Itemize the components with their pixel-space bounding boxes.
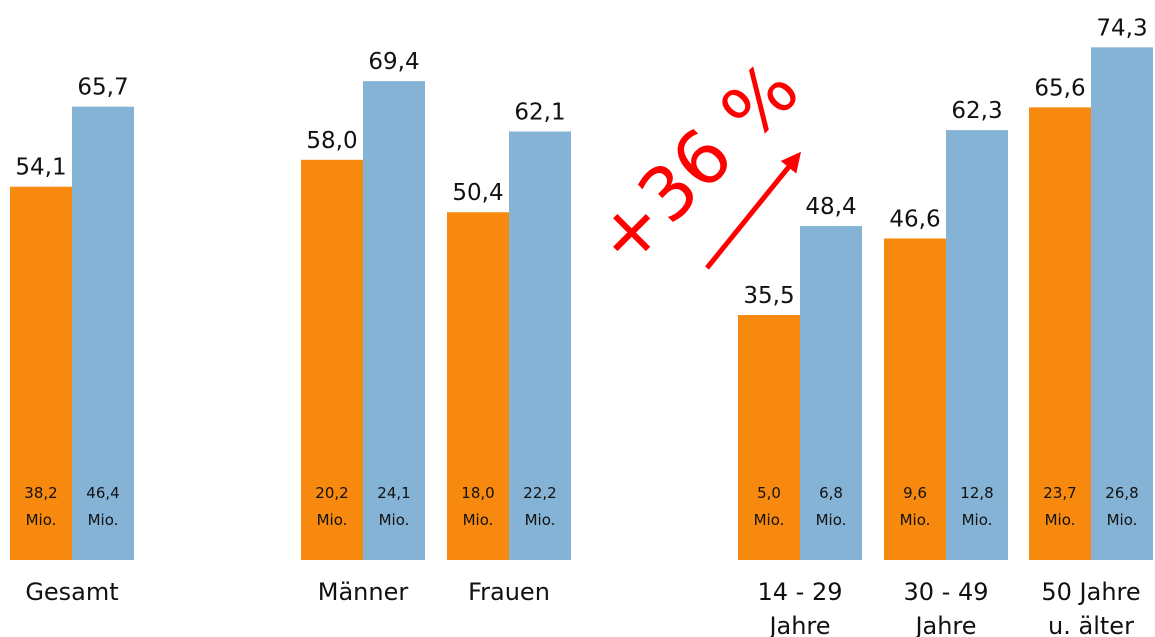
value-label: 48,4 bbox=[805, 194, 856, 220]
bar bbox=[509, 131, 571, 560]
count-label: 12,8 bbox=[960, 484, 993, 502]
count-label: Mio. bbox=[379, 511, 410, 529]
count-label: 6,8 bbox=[819, 484, 843, 502]
count-label: 18,0 bbox=[461, 484, 494, 502]
count-label: Mio. bbox=[26, 511, 57, 529]
value-label: 62,3 bbox=[951, 98, 1002, 124]
bar bbox=[72, 106, 134, 561]
count-label: 9,6 bbox=[903, 484, 927, 502]
count-label: 46,4 bbox=[86, 484, 119, 502]
category-label: 50 Jahre bbox=[1041, 578, 1140, 606]
bar bbox=[447, 212, 509, 561]
category-label: Gesamt bbox=[25, 578, 118, 606]
bar bbox=[363, 81, 425, 560]
bar bbox=[1029, 107, 1091, 561]
annotation: +36 % bbox=[578, 46, 816, 284]
count-label: Mio. bbox=[88, 511, 119, 529]
value-label: 35,5 bbox=[743, 283, 794, 309]
count-label: 23,7 bbox=[1043, 484, 1076, 502]
value-label: 65,6 bbox=[1034, 75, 1085, 101]
value-label: 62,1 bbox=[514, 100, 565, 126]
value-label: 50,4 bbox=[452, 180, 503, 206]
category-label: Frauen bbox=[468, 578, 550, 606]
count-label: 26,8 bbox=[1105, 484, 1138, 502]
bar bbox=[301, 159, 363, 561]
count-label: Mio. bbox=[463, 511, 494, 529]
count-label: Mio. bbox=[1107, 511, 1138, 529]
count-label: 5,0 bbox=[757, 484, 781, 502]
count-label: Mio. bbox=[754, 511, 785, 529]
value-label: 58,0 bbox=[306, 128, 357, 154]
category-label: Männer bbox=[318, 578, 409, 606]
count-label: 38,2 bbox=[24, 484, 57, 502]
value-label: 65,7 bbox=[77, 75, 128, 101]
bar bbox=[738, 315, 800, 560]
category-label: u. älter bbox=[1048, 612, 1134, 637]
bar bbox=[884, 238, 946, 560]
bar bbox=[800, 226, 862, 561]
value-label: 69,4 bbox=[368, 49, 419, 75]
count-label: Mio. bbox=[962, 511, 993, 529]
category-label: Jahre bbox=[913, 612, 976, 637]
bar bbox=[1091, 47, 1153, 560]
category-label: 14 - 29 bbox=[758, 578, 843, 606]
count-label: Mio. bbox=[317, 511, 348, 529]
count-label: Mio. bbox=[900, 511, 931, 529]
count-label: 20,2 bbox=[315, 484, 348, 502]
category-label: Jahre bbox=[767, 612, 830, 637]
bar bbox=[946, 130, 1008, 560]
count-label: Mio. bbox=[525, 511, 556, 529]
trend-arrow bbox=[705, 151, 802, 270]
count-label: 22,2 bbox=[523, 484, 556, 502]
count-label: 24,1 bbox=[377, 484, 410, 502]
value-label: 54,1 bbox=[15, 155, 66, 181]
count-label: Mio. bbox=[1045, 511, 1076, 529]
bar bbox=[10, 186, 72, 560]
count-label: Mio. bbox=[816, 511, 847, 529]
value-label: 46,6 bbox=[889, 206, 940, 232]
category-label: 30 - 49 bbox=[904, 578, 989, 606]
value-label: 74,3 bbox=[1096, 15, 1147, 41]
